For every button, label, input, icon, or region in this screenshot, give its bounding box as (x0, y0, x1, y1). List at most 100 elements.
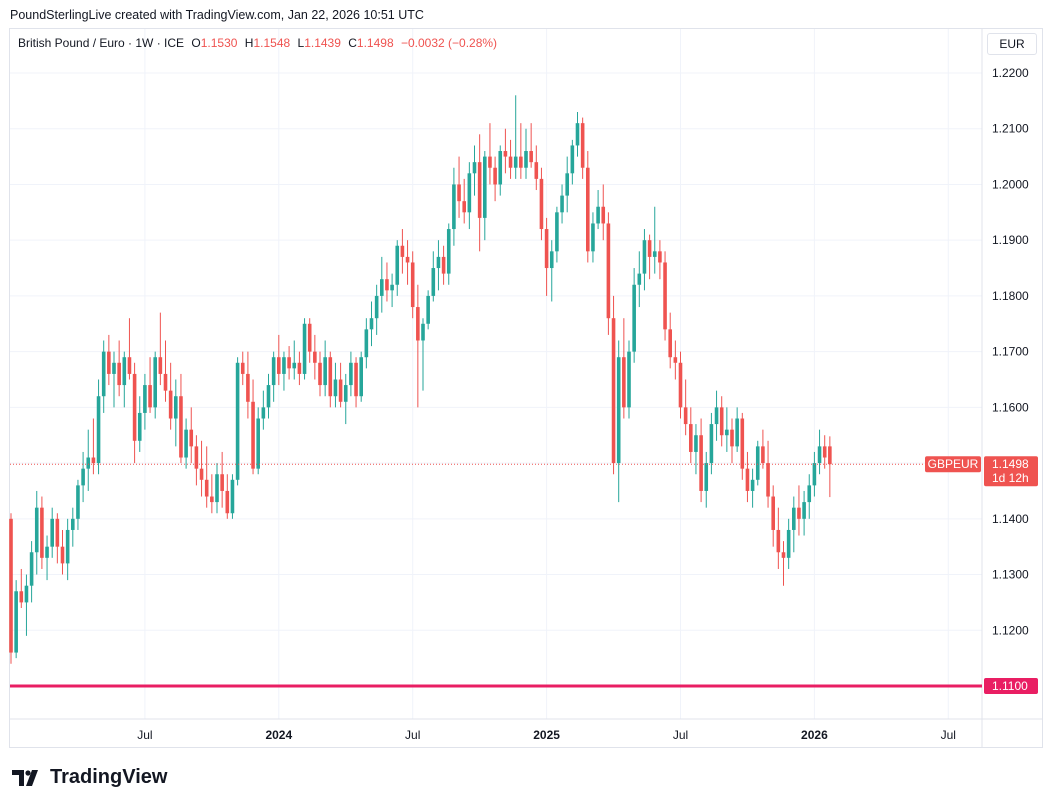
legend-high: 1.1548 (253, 36, 291, 50)
candle-body (642, 240, 647, 274)
candle (549, 240, 554, 302)
candle (246, 351, 250, 419)
candle-body (725, 429, 729, 436)
candle-body (174, 396, 178, 419)
candle (683, 379, 688, 436)
candle (225, 474, 230, 519)
candle-body (256, 418, 260, 469)
candle-body (292, 362, 297, 369)
candle (313, 334, 317, 380)
candle (513, 95, 518, 179)
candle-body (776, 529, 781, 553)
candle (96, 379, 101, 475)
y-tick-label: 1.1300 (992, 568, 1029, 582)
candle (570, 139, 575, 185)
candle-body (338, 379, 343, 402)
candle-body (266, 385, 271, 408)
candle (828, 436, 832, 498)
candle-body (699, 435, 703, 491)
candle (503, 128, 508, 174)
candle (343, 373, 348, 425)
candle (792, 496, 796, 553)
candle (797, 485, 801, 536)
candle-body (410, 262, 415, 308)
candle (601, 184, 606, 241)
candle (611, 295, 616, 475)
tradingview-brand[interactable]: TradingView (12, 766, 167, 789)
y-tick-label: 1.2200 (992, 66, 1029, 80)
candle (338, 362, 343, 408)
candle-body (503, 151, 508, 157)
candle (730, 418, 734, 464)
candle-body (323, 357, 327, 386)
tradingview-logo-icon (12, 769, 38, 786)
candle (297, 351, 302, 386)
candle (163, 340, 168, 402)
candle (55, 513, 60, 564)
candle (416, 284, 420, 408)
y-tick-label: 1.1800 (992, 289, 1029, 303)
candle-body (797, 507, 801, 519)
candle-body (86, 457, 91, 469)
candle-body (153, 357, 157, 408)
candle-body (467, 173, 472, 213)
candle (817, 429, 822, 475)
candle-body (34, 507, 39, 553)
currency-selector[interactable]: EUR (987, 33, 1037, 55)
candle-body (210, 496, 214, 503)
candle-body (709, 424, 714, 464)
candle-body (750, 479, 755, 491)
y-tick-label: 1.1900 (992, 233, 1029, 247)
candle (390, 273, 394, 308)
candle (380, 256, 384, 313)
candle-body (421, 323, 425, 341)
candle-body (117, 362, 121, 386)
candle (261, 390, 266, 430)
candle (627, 340, 631, 419)
candle-body (380, 279, 384, 296)
candle-body (369, 318, 374, 330)
x-tick-label: Jul (137, 728, 152, 742)
candle (781, 541, 786, 586)
candle-body (302, 323, 307, 374)
candle-body (781, 552, 786, 558)
candle (529, 123, 533, 168)
candle-body (307, 323, 312, 352)
candle-body (282, 357, 286, 374)
candle-body (441, 256, 446, 274)
candle-body (24, 585, 29, 603)
candle-body (462, 201, 466, 213)
candle-body (575, 123, 580, 146)
candle-body (364, 329, 369, 358)
candle (60, 529, 65, 575)
candle (34, 490, 39, 575)
legend-open-label: O (191, 36, 201, 50)
candle-body (137, 412, 142, 441)
candle-body (163, 373, 168, 391)
candle-body (596, 206, 600, 224)
candle (457, 156, 461, 218)
candle (740, 412, 745, 480)
candle-body (601, 206, 606, 224)
candle-body (431, 268, 436, 296)
candle-body (549, 251, 554, 269)
candle-body (689, 424, 693, 452)
candle (318, 351, 322, 397)
candle-body (374, 295, 379, 319)
candle (725, 407, 729, 452)
candle (642, 229, 647, 291)
candle (539, 167, 544, 241)
candle (277, 334, 281, 386)
last-price-tag-bg (984, 456, 1038, 487)
y-axis-labels: 1.11001.12001.13001.14001.15001.16001.17… (992, 66, 1029, 693)
y-tick-label: 1.1600 (992, 400, 1029, 414)
candle-body (524, 151, 528, 168)
candle (50, 507, 54, 558)
candle (410, 251, 415, 319)
candle-body (570, 145, 575, 174)
candle (374, 284, 379, 335)
candle (663, 251, 667, 341)
x-tick-label: 2024 (265, 728, 292, 742)
candle (766, 440, 770, 508)
